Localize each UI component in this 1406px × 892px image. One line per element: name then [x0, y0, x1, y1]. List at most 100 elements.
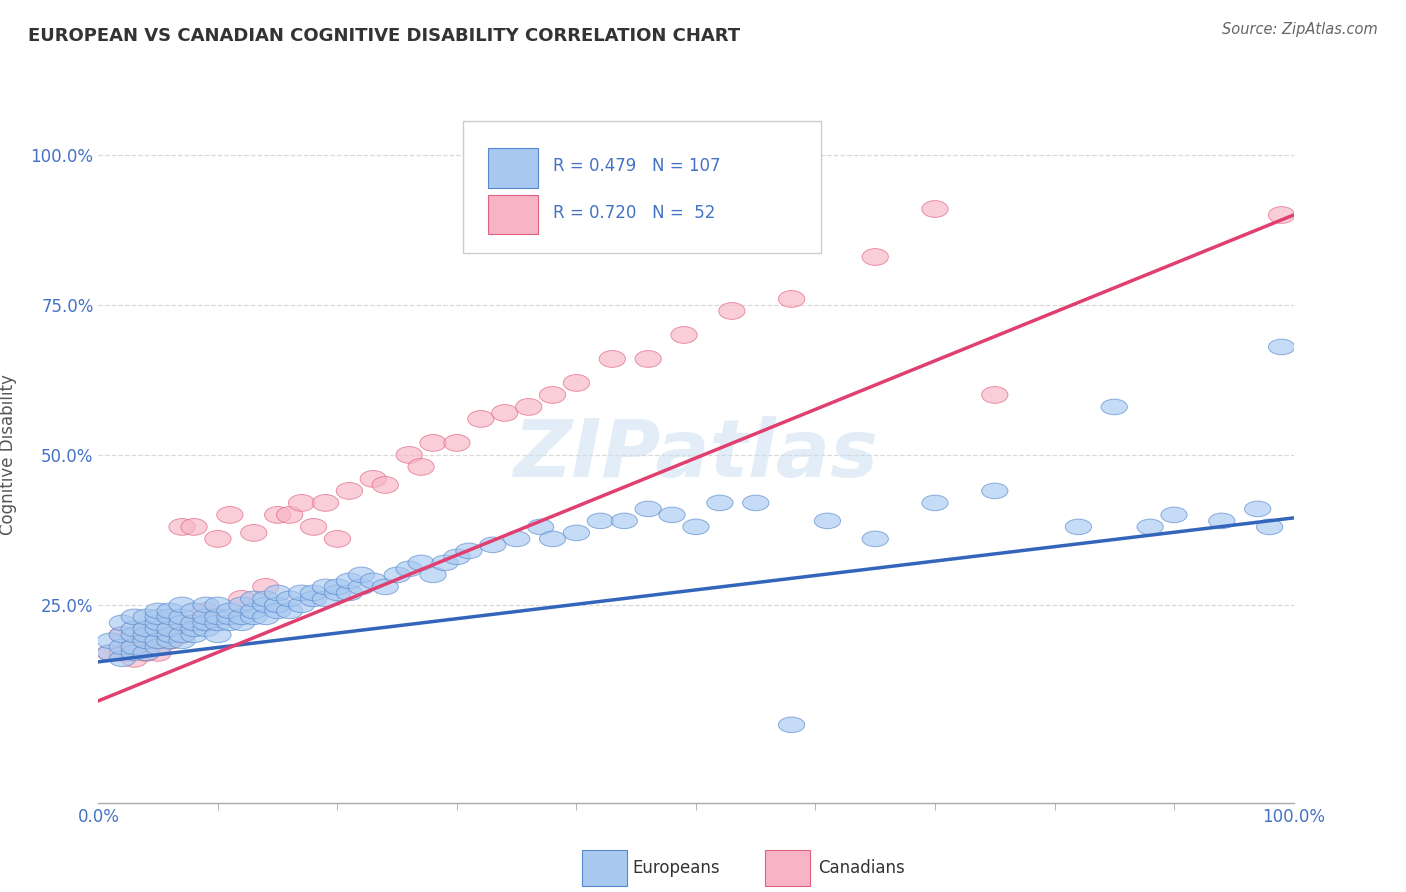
Ellipse shape: [325, 579, 350, 595]
Ellipse shape: [312, 591, 339, 607]
Ellipse shape: [432, 555, 458, 571]
Ellipse shape: [336, 483, 363, 500]
Ellipse shape: [277, 603, 302, 619]
Ellipse shape: [492, 405, 517, 421]
Ellipse shape: [134, 621, 159, 637]
Ellipse shape: [1268, 339, 1295, 355]
Ellipse shape: [277, 507, 302, 524]
Ellipse shape: [1161, 507, 1187, 523]
Ellipse shape: [659, 507, 685, 523]
Ellipse shape: [599, 351, 626, 368]
Ellipse shape: [134, 645, 159, 661]
Ellipse shape: [110, 627, 135, 642]
Ellipse shape: [396, 447, 422, 463]
Ellipse shape: [193, 602, 219, 619]
Ellipse shape: [205, 608, 231, 625]
Ellipse shape: [110, 615, 135, 631]
Ellipse shape: [540, 531, 565, 547]
Ellipse shape: [121, 639, 148, 655]
Ellipse shape: [193, 615, 219, 632]
Ellipse shape: [420, 567, 446, 582]
Ellipse shape: [217, 507, 243, 524]
Ellipse shape: [181, 603, 207, 619]
Ellipse shape: [110, 639, 135, 655]
Ellipse shape: [1257, 519, 1282, 534]
Ellipse shape: [540, 386, 565, 403]
Ellipse shape: [718, 302, 745, 319]
FancyBboxPatch shape: [488, 194, 538, 235]
Ellipse shape: [157, 627, 183, 642]
Ellipse shape: [862, 531, 889, 547]
Ellipse shape: [1268, 207, 1295, 223]
Ellipse shape: [325, 531, 350, 548]
Text: R = 0.479   N = 107: R = 0.479 N = 107: [553, 157, 720, 175]
Ellipse shape: [157, 621, 183, 637]
Ellipse shape: [205, 627, 231, 642]
Ellipse shape: [253, 591, 278, 607]
Ellipse shape: [145, 621, 172, 637]
Ellipse shape: [1066, 519, 1091, 534]
Ellipse shape: [301, 518, 326, 535]
Ellipse shape: [564, 525, 589, 541]
Ellipse shape: [169, 633, 195, 648]
Ellipse shape: [360, 573, 387, 589]
Ellipse shape: [516, 399, 541, 416]
Ellipse shape: [1244, 501, 1271, 516]
Ellipse shape: [97, 633, 124, 648]
Ellipse shape: [181, 615, 207, 632]
Ellipse shape: [97, 644, 124, 661]
Ellipse shape: [193, 621, 219, 637]
Ellipse shape: [253, 579, 278, 595]
Ellipse shape: [683, 519, 709, 534]
Ellipse shape: [779, 291, 804, 308]
Ellipse shape: [456, 543, 482, 558]
Ellipse shape: [444, 549, 470, 565]
Ellipse shape: [217, 603, 243, 619]
Ellipse shape: [229, 615, 254, 631]
Ellipse shape: [612, 513, 637, 529]
Ellipse shape: [240, 524, 267, 541]
Ellipse shape: [169, 609, 195, 624]
Ellipse shape: [312, 494, 339, 511]
Ellipse shape: [1101, 399, 1128, 415]
Ellipse shape: [145, 615, 172, 631]
Ellipse shape: [301, 585, 326, 600]
Ellipse shape: [814, 513, 841, 529]
Ellipse shape: [134, 627, 159, 642]
Ellipse shape: [468, 410, 494, 427]
Ellipse shape: [145, 609, 172, 624]
Ellipse shape: [229, 609, 254, 624]
Ellipse shape: [240, 591, 267, 607]
Ellipse shape: [229, 591, 254, 607]
Ellipse shape: [145, 644, 172, 661]
Ellipse shape: [349, 579, 374, 595]
Ellipse shape: [169, 597, 195, 613]
Ellipse shape: [636, 501, 661, 516]
Ellipse shape: [742, 495, 769, 511]
Ellipse shape: [169, 627, 195, 642]
Ellipse shape: [169, 615, 195, 631]
Text: ZIPatlas: ZIPatlas: [513, 416, 879, 494]
Ellipse shape: [301, 591, 326, 607]
Ellipse shape: [636, 351, 661, 368]
Ellipse shape: [312, 579, 339, 595]
Ellipse shape: [479, 537, 506, 553]
Ellipse shape: [181, 621, 207, 637]
Ellipse shape: [671, 326, 697, 343]
Ellipse shape: [373, 579, 398, 595]
Ellipse shape: [384, 567, 411, 582]
Y-axis label: Cognitive Disability: Cognitive Disability: [0, 375, 17, 535]
Ellipse shape: [157, 609, 183, 624]
Ellipse shape: [110, 651, 135, 666]
Text: R = 0.720   N =  52: R = 0.720 N = 52: [553, 204, 714, 222]
Ellipse shape: [169, 626, 195, 643]
Ellipse shape: [181, 518, 207, 535]
Ellipse shape: [97, 645, 124, 661]
Ellipse shape: [217, 609, 243, 624]
Ellipse shape: [157, 632, 183, 649]
Ellipse shape: [264, 597, 291, 613]
Ellipse shape: [336, 585, 363, 600]
Ellipse shape: [360, 470, 387, 487]
Ellipse shape: [145, 633, 172, 648]
Ellipse shape: [134, 632, 159, 649]
